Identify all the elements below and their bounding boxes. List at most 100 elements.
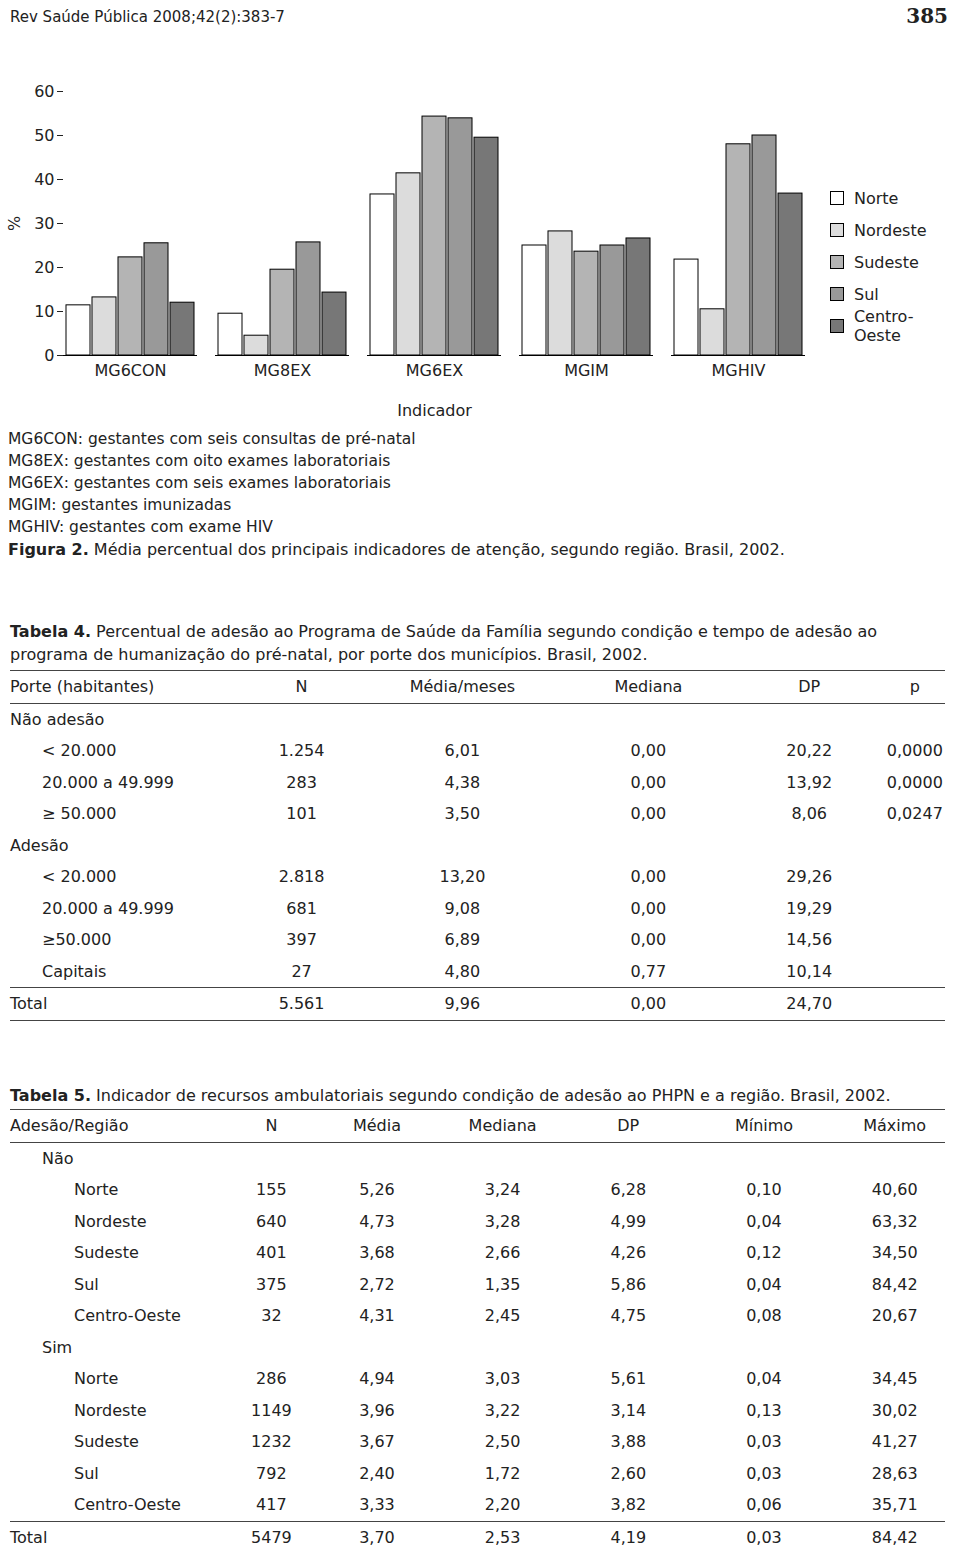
html-text:2.818: 2.818 bbox=[278, 867, 325, 887]
html-text:< 20.000: < 20.000 bbox=[42, 741, 117, 761]
html-text:Mediana: Mediana bbox=[614, 677, 683, 697]
html-text:0,00: 0,00 bbox=[630, 741, 667, 761]
html-text:6,89: 6,89 bbox=[444, 930, 481, 950]
html-text:24,70: 24,70 bbox=[786, 994, 833, 1014]
html-text:< 20.000: < 20.000 bbox=[42, 867, 117, 887]
html-text:20.000 a 49.999: 20.000 a 49.999 bbox=[42, 772, 174, 792]
svg-text:40: 40 bbox=[34, 170, 54, 189]
html-text:Não adesão: Não adesão bbox=[10, 709, 105, 729]
svg-text:Indicador: Indicador bbox=[397, 401, 472, 420]
html-text:0,12: 0,12 bbox=[746, 1243, 782, 1263]
html-text:0,00: 0,00 bbox=[630, 804, 667, 824]
html-text:40,60: 40,60 bbox=[871, 1180, 918, 1200]
html-text:Média: Média bbox=[352, 1116, 401, 1136]
html-text:6,01: 6,01 bbox=[444, 741, 481, 761]
html-text:Máximo: Máximo bbox=[863, 1116, 927, 1136]
html-text:101: 101 bbox=[286, 804, 317, 824]
html-text:Não: Não bbox=[42, 1148, 74, 1168]
html-text:2,66: 2,66 bbox=[484, 1243, 521, 1263]
html-text:0,00: 0,00 bbox=[630, 772, 667, 792]
html-text:4,26: 4,26 bbox=[610, 1243, 647, 1263]
svg-text:MG8EX: MG8EX bbox=[254, 361, 311, 380]
html-text:0,00: 0,00 bbox=[630, 898, 667, 918]
html-text:283: 283 bbox=[286, 772, 317, 792]
svg-text:MGIM: MGIM bbox=[564, 361, 609, 380]
svg-text:MGHIV: MGHIV bbox=[712, 361, 766, 380]
html-text:DP: DP bbox=[617, 1116, 640, 1136]
html-text:3,24: 3,24 bbox=[484, 1180, 521, 1200]
svg-text:0: 0 bbox=[44, 346, 54, 365]
html-text:27: 27 bbox=[291, 961, 312, 981]
html-text:≥50.000: ≥50.000 bbox=[42, 930, 112, 950]
html-text:3,68: 3,68 bbox=[359, 1243, 395, 1263]
html-text:Média/meses: Média/meses bbox=[409, 677, 516, 697]
html-text:Nordeste: Nordeste bbox=[74, 1211, 147, 1231]
html-text:0,0000: 0,0000 bbox=[886, 772, 943, 792]
svg-text:10: 10 bbox=[34, 302, 54, 321]
html-text:9,08: 9,08 bbox=[444, 898, 481, 918]
html-text:681: 681 bbox=[286, 898, 317, 918]
html-text:3,28: 3,28 bbox=[484, 1211, 521, 1231]
html-text:Nordeste: Nordeste bbox=[854, 220, 927, 240]
html-text:155: 155 bbox=[256, 1180, 287, 1200]
svg-text:30: 30 bbox=[34, 214, 54, 233]
html-text:0,0000: 0,0000 bbox=[886, 741, 943, 761]
html-text:0,00: 0,00 bbox=[630, 867, 667, 887]
html-text:0,0247: 0,0247 bbox=[886, 804, 943, 824]
html-text:Adesão/Região: Adesão/Região bbox=[10, 1116, 129, 1136]
svg-text:MG6CON: MG6CON bbox=[94, 361, 166, 380]
html-text:63,32: 63,32 bbox=[871, 1211, 918, 1231]
html-text:Norte: Norte bbox=[854, 188, 899, 208]
html-text:Total: Total bbox=[10, 994, 48, 1014]
html-text:4,99: 4,99 bbox=[610, 1211, 647, 1231]
html-text:375: 375 bbox=[256, 1274, 287, 1294]
html-text:0,10: 0,10 bbox=[746, 1180, 782, 1200]
html-text:Sul: Sul bbox=[74, 1274, 99, 1294]
html-text:13,20: 13,20 bbox=[439, 867, 486, 887]
html-text:4,38: 4,38 bbox=[444, 772, 481, 792]
html-text:640: 640 bbox=[256, 1211, 287, 1231]
html-text:Mínimo: Mínimo bbox=[734, 1116, 794, 1136]
html-text:Sudeste: Sudeste bbox=[74, 1243, 139, 1263]
html-text:19,29: 19,29 bbox=[786, 898, 833, 918]
html-text:0,77: 0,77 bbox=[630, 961, 667, 981]
html-text:Centro-Oeste: Centro-Oeste bbox=[853, 307, 914, 345]
html-text:34,50: 34,50 bbox=[871, 1243, 918, 1263]
svg-text:50: 50 bbox=[34, 126, 54, 145]
html-text:401: 401 bbox=[256, 1243, 287, 1263]
html-text:4,80: 4,80 bbox=[444, 961, 481, 981]
html-text:Tabela 4. Percentual de adesão: Tabela 4. Percentual de adesão ao Progra… bbox=[10, 622, 878, 664]
html-text:Norte: Norte bbox=[74, 1180, 119, 1200]
html-text:14,56: 14,56 bbox=[786, 930, 833, 950]
html-text:Adesão: Adesão bbox=[10, 835, 69, 855]
html-text:13,92: 13,92 bbox=[786, 772, 833, 792]
svg-text:20: 20 bbox=[34, 258, 54, 277]
html-text:Sul: Sul bbox=[854, 284, 879, 304]
html-text:29,26: 29,26 bbox=[786, 867, 833, 887]
html-text:6,28: 6,28 bbox=[610, 1180, 647, 1200]
html-text:3,50: 3,50 bbox=[444, 804, 481, 824]
html-text:Mediana: Mediana bbox=[468, 1116, 537, 1136]
svg-text:60: 60 bbox=[34, 82, 54, 101]
html-text:20.000 a 49.999: 20.000 a 49.999 bbox=[42, 898, 174, 918]
html-text:4,73: 4,73 bbox=[359, 1211, 395, 1231]
html-text:5,26: 5,26 bbox=[359, 1180, 395, 1200]
html-text:0,04: 0,04 bbox=[746, 1211, 782, 1231]
html-text:0,00: 0,00 bbox=[630, 930, 667, 950]
svg-text:%: % bbox=[5, 216, 24, 231]
html-text:Porte (habitantes): Porte (habitantes) bbox=[10, 677, 155, 697]
html-text:0,00: 0,00 bbox=[630, 994, 667, 1014]
html-text:DP: DP bbox=[798, 677, 821, 697]
html-text:≥ 50.000: ≥ 50.000 bbox=[42, 804, 117, 824]
html-text:8,06: 8,06 bbox=[791, 804, 827, 824]
html-text:5.561: 5.561 bbox=[278, 994, 325, 1014]
html-text:397: 397 bbox=[286, 930, 317, 950]
html-text:385: 385 bbox=[906, 4, 948, 28]
html-text:1.254: 1.254 bbox=[278, 741, 325, 761]
html-text:10,14: 10,14 bbox=[786, 961, 833, 981]
html-text:Sudeste: Sudeste bbox=[854, 252, 919, 272]
svg-text:MG6EX: MG6EX bbox=[406, 361, 463, 380]
html-text:9,96: 9,96 bbox=[444, 994, 481, 1014]
html-text:20,22: 20,22 bbox=[786, 741, 833, 761]
html-text:Capitais: Capitais bbox=[42, 961, 107, 981]
